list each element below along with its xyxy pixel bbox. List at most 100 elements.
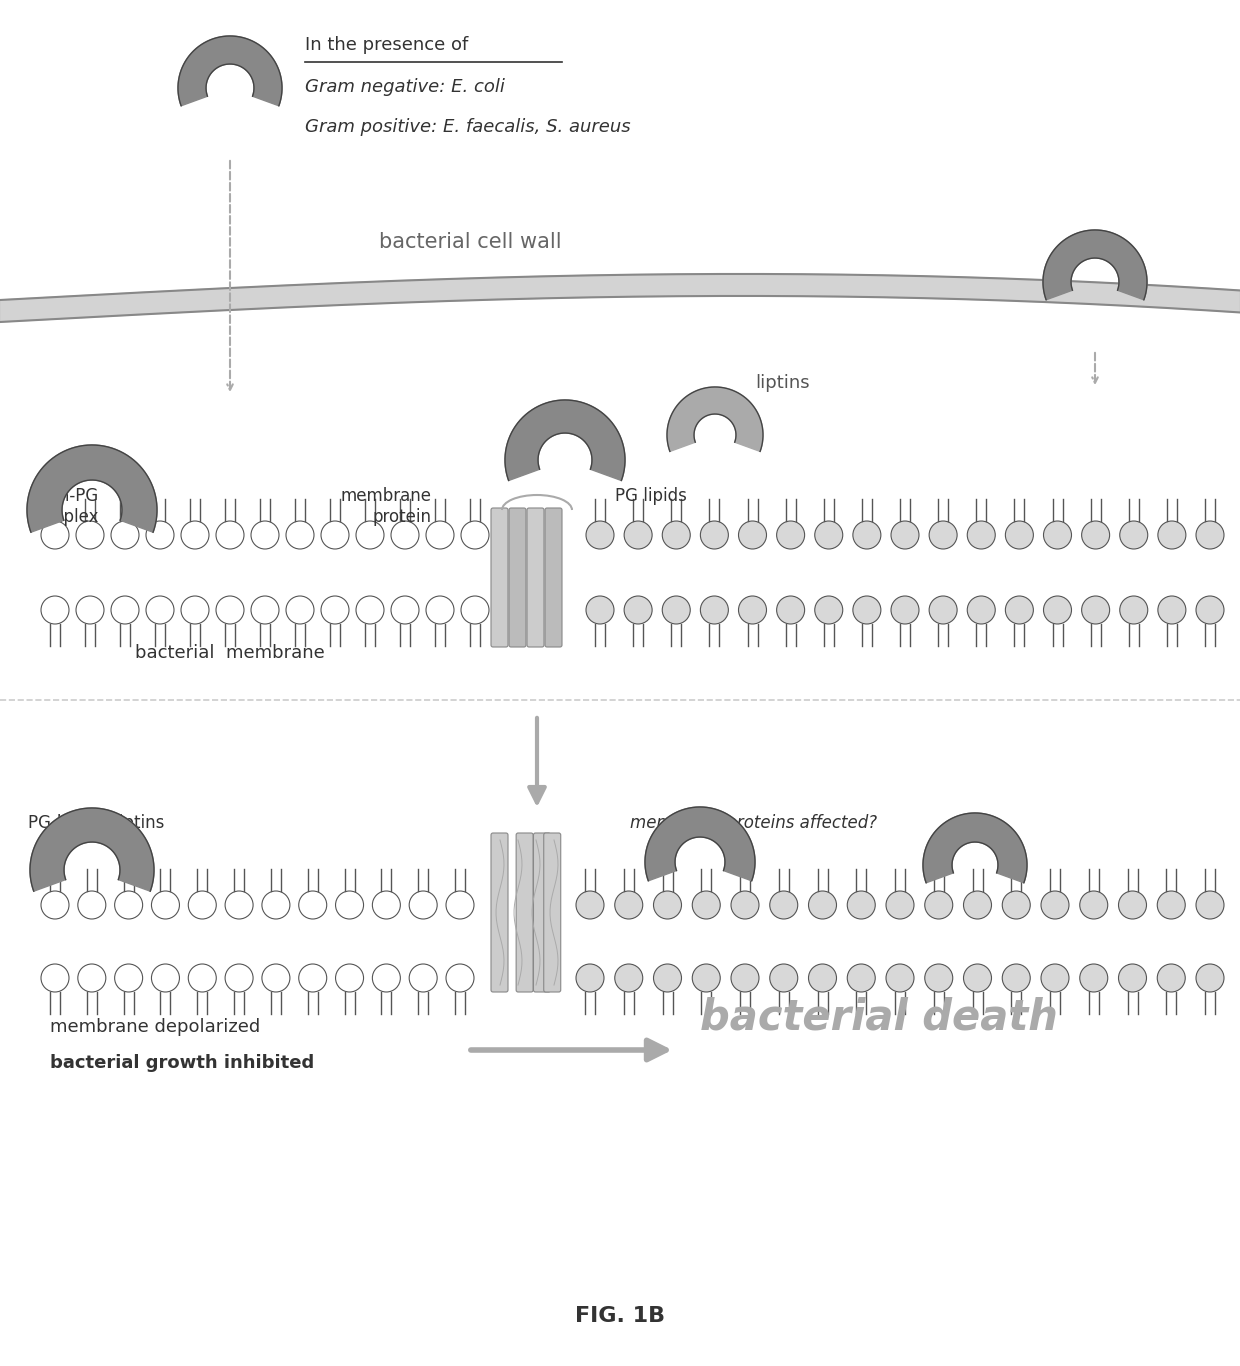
FancyBboxPatch shape xyxy=(533,833,551,992)
Circle shape xyxy=(1081,596,1110,624)
Polygon shape xyxy=(179,36,281,105)
Circle shape xyxy=(336,891,363,919)
Circle shape xyxy=(262,891,290,919)
Text: FIG. 1B: FIG. 1B xyxy=(575,1306,665,1326)
Circle shape xyxy=(653,891,682,919)
Text: PG lipids: PG lipids xyxy=(615,488,687,505)
Polygon shape xyxy=(667,387,763,451)
Circle shape xyxy=(929,520,957,549)
Circle shape xyxy=(78,964,105,992)
FancyBboxPatch shape xyxy=(543,833,560,992)
Circle shape xyxy=(1197,964,1224,992)
Circle shape xyxy=(963,964,992,992)
Circle shape xyxy=(78,891,105,919)
Circle shape xyxy=(76,520,104,549)
Polygon shape xyxy=(505,400,625,481)
Circle shape xyxy=(847,964,875,992)
Circle shape xyxy=(216,520,244,549)
Circle shape xyxy=(1006,520,1033,549)
Circle shape xyxy=(216,596,244,624)
Circle shape xyxy=(853,596,880,624)
Circle shape xyxy=(41,964,69,992)
Circle shape xyxy=(1120,520,1148,549)
Polygon shape xyxy=(27,445,157,533)
Text: membrane depolarized: membrane depolarized xyxy=(50,1018,260,1035)
Text: PG-bound liptins: PG-bound liptins xyxy=(29,814,165,832)
Circle shape xyxy=(892,520,919,549)
Circle shape xyxy=(226,964,253,992)
Circle shape xyxy=(1157,964,1185,992)
Circle shape xyxy=(181,520,210,549)
Circle shape xyxy=(624,520,652,549)
Text: Gram negative: E. coli: Gram negative: E. coli xyxy=(305,78,505,96)
Circle shape xyxy=(587,596,614,624)
Circle shape xyxy=(732,964,759,992)
Circle shape xyxy=(391,520,419,549)
Circle shape xyxy=(615,964,642,992)
Circle shape xyxy=(808,964,837,992)
Circle shape xyxy=(461,520,489,549)
Circle shape xyxy=(1044,520,1071,549)
Circle shape xyxy=(188,964,216,992)
Circle shape xyxy=(1197,520,1224,549)
Circle shape xyxy=(662,520,691,549)
Circle shape xyxy=(286,520,314,549)
Circle shape xyxy=(1197,891,1224,919)
Circle shape xyxy=(577,964,604,992)
Circle shape xyxy=(151,891,180,919)
Circle shape xyxy=(963,891,992,919)
Circle shape xyxy=(887,964,914,992)
Circle shape xyxy=(587,520,614,549)
Circle shape xyxy=(372,891,401,919)
Circle shape xyxy=(615,891,642,919)
Circle shape xyxy=(853,520,880,549)
Text: membrane
protein: membrane protein xyxy=(341,488,432,526)
FancyBboxPatch shape xyxy=(508,508,526,647)
Text: bacterial growth inhibited: bacterial growth inhibited xyxy=(50,1055,314,1072)
Circle shape xyxy=(1158,520,1185,549)
Circle shape xyxy=(847,891,875,919)
Circle shape xyxy=(286,596,314,624)
Circle shape xyxy=(1044,596,1071,624)
Circle shape xyxy=(461,596,489,624)
Circle shape xyxy=(815,520,843,549)
Circle shape xyxy=(146,596,174,624)
Circle shape xyxy=(770,964,797,992)
Circle shape xyxy=(1081,520,1110,549)
Circle shape xyxy=(188,891,216,919)
Polygon shape xyxy=(645,807,755,881)
Circle shape xyxy=(41,891,69,919)
Circle shape xyxy=(892,596,919,624)
Circle shape xyxy=(692,964,720,992)
Text: bacterial  membrane: bacterial membrane xyxy=(135,643,325,663)
Circle shape xyxy=(739,520,766,549)
Circle shape xyxy=(226,891,253,919)
Circle shape xyxy=(299,964,326,992)
Circle shape xyxy=(41,596,69,624)
Circle shape xyxy=(1118,964,1147,992)
Circle shape xyxy=(1006,596,1033,624)
Text: Gram positive: E. faecalis, S. aureus: Gram positive: E. faecalis, S. aureus xyxy=(305,117,631,137)
FancyBboxPatch shape xyxy=(546,508,562,647)
Circle shape xyxy=(321,520,348,549)
Circle shape xyxy=(372,964,401,992)
Text: bacterial death: bacterial death xyxy=(701,997,1058,1040)
Circle shape xyxy=(321,596,348,624)
Circle shape xyxy=(336,964,363,992)
Circle shape xyxy=(967,596,996,624)
Polygon shape xyxy=(923,813,1027,882)
Circle shape xyxy=(701,520,728,549)
Circle shape xyxy=(299,891,326,919)
Circle shape xyxy=(391,596,419,624)
Circle shape xyxy=(739,596,766,624)
Circle shape xyxy=(653,964,682,992)
Circle shape xyxy=(409,891,438,919)
Circle shape xyxy=(925,891,952,919)
Circle shape xyxy=(250,596,279,624)
Circle shape xyxy=(808,891,837,919)
Circle shape xyxy=(624,596,652,624)
Circle shape xyxy=(1197,596,1224,624)
Circle shape xyxy=(815,596,843,624)
Circle shape xyxy=(112,520,139,549)
Circle shape xyxy=(1042,964,1069,992)
